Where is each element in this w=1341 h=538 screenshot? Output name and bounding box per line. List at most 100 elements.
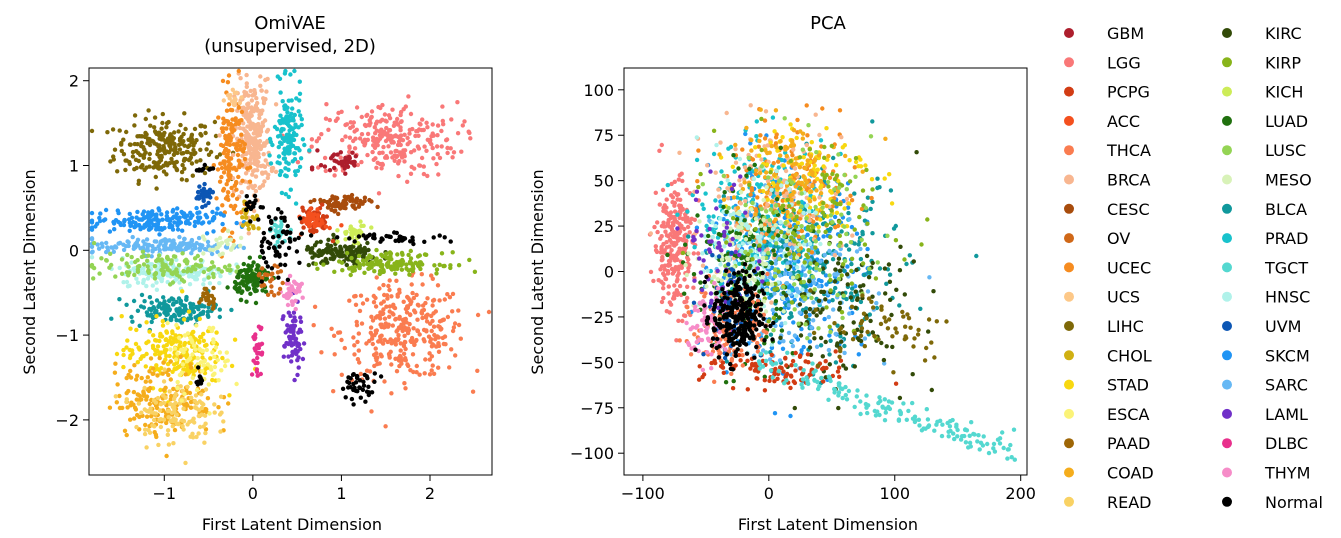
point-gbm-17: [309, 167, 315, 172]
point-read-89: [173, 391, 178, 397]
point-normal-16: [266, 214, 272, 220]
point-brca-274: [261, 152, 266, 157]
point-luad-104: [252, 272, 257, 277]
point-lihc-68: [206, 141, 211, 146]
point-luad-109: [246, 263, 251, 268]
point-hnsc-5: [201, 282, 206, 287]
point-lihc-149: [167, 143, 172, 148]
point-stad-192: [175, 365, 180, 370]
point-prad-72: [307, 148, 312, 153]
point-sarc-137: [197, 248, 202, 253]
point-ucs-14: [232, 100, 238, 105]
point-cesc-74: [343, 197, 349, 202]
point-meso-20: [220, 251, 225, 256]
point-read-116: [165, 408, 170, 414]
point-lihc-79: [214, 155, 220, 160]
point-thca-288: [329, 326, 334, 331]
point-ucec-136: [224, 118, 229, 124]
point-prad-133: [293, 122, 298, 127]
point-skcm-10: [172, 220, 177, 225]
point-read-70: [199, 392, 204, 397]
point-ucec-99: [224, 126, 229, 131]
point-prad-43: [292, 68, 297, 74]
point-lgg-183: [378, 119, 383, 124]
point-hnsc-176: [159, 278, 164, 284]
point-ucec-114: [226, 190, 231, 195]
point-blca-70: [893, 223, 898, 229]
point-thca-224: [437, 324, 442, 330]
point-prad-29: [770, 115, 776, 120]
point-blca-173: [846, 247, 852, 252]
point-blca-118: [135, 308, 141, 313]
point-blca-77: [828, 338, 833, 343]
point-sarc-63: [801, 266, 807, 271]
point-prad-135: [286, 98, 291, 103]
point-normal-19: [248, 219, 253, 224]
point-dlbc-21: [249, 372, 255, 377]
point-meso-16: [224, 239, 229, 244]
point-prad-138: [279, 190, 285, 196]
x-tick-label: −1: [152, 484, 176, 503]
point-gbm-37: [338, 150, 343, 155]
point-brca-218: [256, 151, 261, 156]
point-thca-52: [395, 294, 400, 299]
point-lihc-167: [198, 123, 203, 128]
point-ucec-21: [230, 192, 236, 198]
point-kirc-95: [339, 250, 345, 255]
point-luad-57: [244, 278, 249, 283]
point-lgg-116: [350, 124, 355, 129]
point-normal-43: [288, 230, 293, 235]
point-kirc-40: [366, 247, 371, 253]
point-lihc-144: [189, 140, 194, 145]
point-lgg-143: [355, 162, 361, 168]
point-lihc-120: [168, 147, 174, 152]
point-dlbc-26: [258, 371, 263, 377]
point-sarc-64: [827, 248, 832, 254]
point-skcm-140: [152, 223, 158, 228]
point-lusc-106: [104, 258, 109, 263]
point-normal-30: [437, 233, 442, 238]
point-lgg-172: [434, 144, 440, 149]
point-lusc-72: [198, 258, 204, 263]
point-uvm-37: [200, 193, 206, 198]
point-lusc-109: [210, 260, 215, 265]
point-ucec-100: [217, 179, 223, 184]
point-normal-34: [299, 231, 304, 236]
point-esca-37: [175, 386, 180, 391]
point-lihc-127: [181, 131, 186, 137]
point-thca-310: [409, 335, 415, 341]
point-prad-154: [665, 182, 670, 188]
point-lusc-17: [141, 262, 147, 267]
point-read-97: [146, 409, 151, 414]
point-lihc-134: [180, 162, 185, 168]
point-esca-44: [198, 347, 203, 353]
point-lgg-219: [666, 291, 671, 296]
point-stad-184: [153, 352, 158, 357]
point-lgg-252: [444, 137, 450, 142]
point-lgg-250: [687, 230, 692, 235]
point-normal-38: [367, 390, 372, 395]
point-prad-67: [283, 192, 288, 197]
point-prad-18: [276, 154, 282, 159]
point-lgg-98: [365, 152, 370, 158]
point-ov-6: [265, 292, 271, 297]
point-lusc-112: [159, 257, 164, 262]
point-ucec-38: [220, 143, 226, 149]
point-coad-135: [135, 373, 140, 378]
point-lihc-170: [163, 160, 169, 166]
point-lgg-38: [309, 144, 314, 149]
point-lgg-65: [347, 135, 353, 140]
point-coad-81: [128, 368, 133, 374]
point-blca-8: [907, 253, 912, 258]
point-ucec-135: [223, 136, 228, 141]
point-brca-258: [246, 93, 251, 98]
point-lgg-174: [418, 122, 423, 127]
point-blca-116: [839, 229, 844, 234]
point-brca-136: [257, 185, 262, 191]
point-thca-219: [372, 333, 377, 338]
point-lihc-232: [174, 159, 179, 165]
point-sarc-125: [168, 243, 174, 248]
point-stad-196: [163, 337, 168, 343]
point-normal-38: [367, 232, 372, 237]
point-thca-74: [470, 389, 476, 394]
